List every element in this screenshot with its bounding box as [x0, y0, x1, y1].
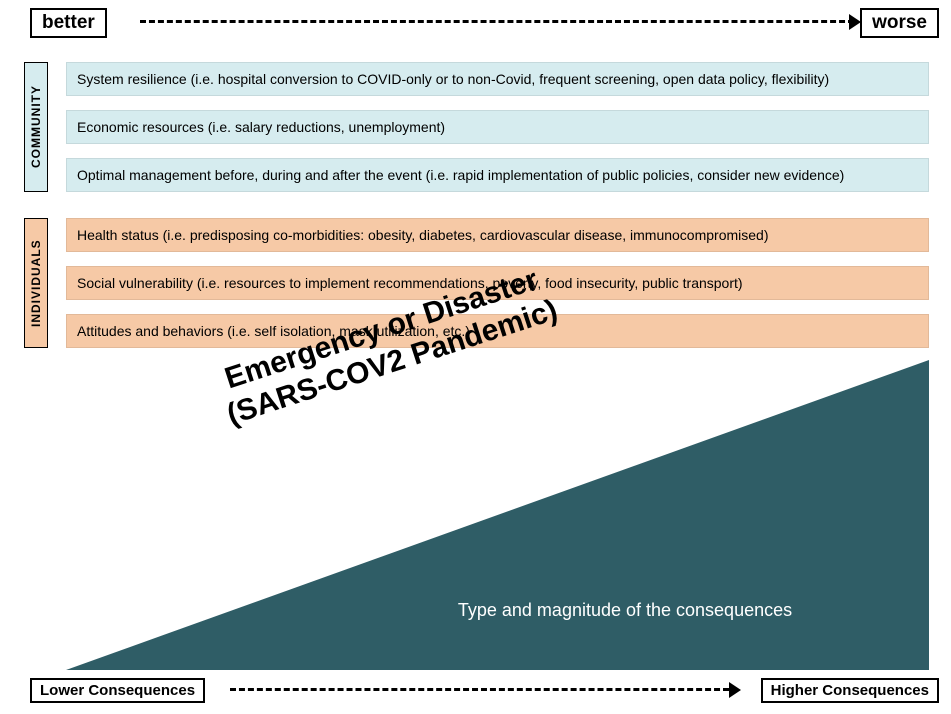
top-dashed-arrow-line: [140, 20, 854, 23]
community-bar-3-text: Optimal management before, during and af…: [77, 167, 844, 183]
bottom-scale-right-box: Higher Consequences: [761, 678, 939, 703]
bottom-scale-left-label: Lower Consequences: [40, 682, 195, 699]
bottom-scale-right-label: Higher Consequences: [771, 682, 929, 699]
individuals-section-label: INDIVIDUALS: [24, 218, 48, 348]
bottom-scale-row: Lower Consequences Higher Consequences: [30, 674, 939, 708]
top-scale-right-label: worse: [872, 12, 927, 33]
top-scale-row: better worse: [30, 8, 939, 42]
bottom-dashed-arrow-line: [230, 688, 729, 691]
triangle-subtitle: Type and magnitude of the consequences: [390, 600, 860, 621]
individuals-bar-1-text: Health status (i.e. predisposing co-morb…: [77, 227, 769, 243]
community-section-label: COMMUNITY: [24, 62, 48, 192]
individuals-bar-1: Health status (i.e. predisposing co-morb…: [66, 218, 929, 252]
community-bar-1-text: System resilience (i.e. hospital convers…: [77, 71, 829, 87]
community-bar-1: System resilience (i.e. hospital convers…: [66, 62, 929, 96]
individuals-label-text: INDIVIDUALS: [29, 239, 43, 327]
community-bar-3: Optimal management before, during and af…: [66, 158, 929, 192]
community-label-text: COMMUNITY: [29, 86, 43, 169]
community-bar-2: Economic resources (i.e. salary reductio…: [66, 110, 929, 144]
top-scale-right-box: worse: [860, 8, 939, 38]
community-bar-2-text: Economic resources (i.e. salary reductio…: [77, 119, 445, 135]
arrow-right-icon: [729, 682, 741, 698]
diagram-canvas: better worse COMMUNITY System resilience…: [0, 0, 951, 714]
top-scale-left-box: better: [30, 8, 107, 38]
bottom-scale-left-box: Lower Consequences: [30, 678, 205, 703]
triangle-subtitle-text: Type and magnitude of the consequences: [458, 600, 792, 620]
top-scale-left-label: better: [42, 12, 95, 33]
